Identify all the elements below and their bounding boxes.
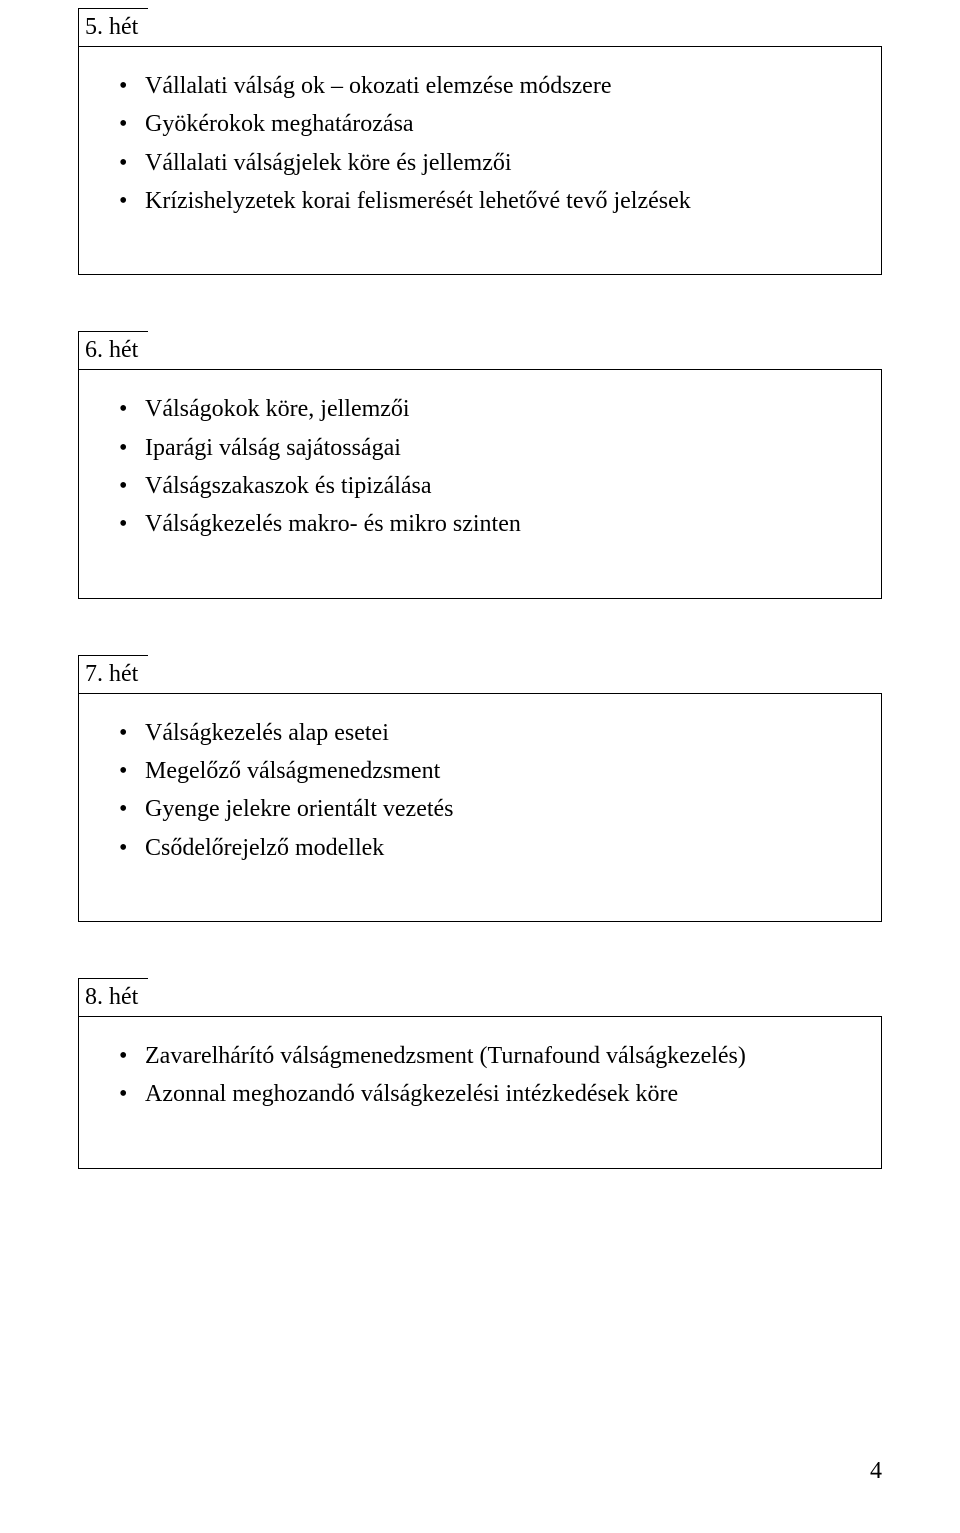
week-label: 7. hét: [78, 655, 148, 694]
week-section-5: 5. hét Vállalati válság ok – okozati ele…: [78, 8, 882, 275]
item-list: Vállalati válság ok – okozati elemzése m…: [97, 67, 863, 221]
week-body: Vállalati válság ok – okozati elemzése m…: [78, 46, 882, 276]
week-body: Zavarelhárító válságmenedzsment (Turnafo…: [78, 1016, 882, 1169]
list-item: Vállalati válságjelek köre és jellemzői: [97, 144, 863, 182]
list-item: Azonnal meghozandó válságkezelési intézk…: [97, 1075, 863, 1113]
page-number: 4: [870, 1458, 882, 1485]
week-body: Válságkezelés alap esetei Megelőző válsá…: [78, 693, 882, 923]
list-item: Válságkezelés makro- és mikro szinten: [97, 505, 863, 543]
list-item: Megelőző válságmenedzsment: [97, 752, 863, 790]
list-item: Gyenge jelekre orientált vezetés: [97, 790, 863, 828]
list-item: Válságszakaszok és tipizálása: [97, 467, 863, 505]
week-section-6: 6. hét Válságokok köre, jellemzői Iparág…: [78, 331, 882, 598]
list-item: Válságkezelés alap esetei: [97, 714, 863, 752]
list-item: Gyökérokok meghatározása: [97, 105, 863, 143]
week-label: 6. hét: [78, 331, 148, 370]
item-list: Válságkezelés alap esetei Megelőző válsá…: [97, 714, 863, 868]
list-item: Vállalati válság ok – okozati elemzése m…: [97, 67, 863, 105]
week-section-8: 8. hét Zavarelhárító válságmenedzsment (…: [78, 978, 882, 1169]
week-label: 5. hét: [78, 8, 148, 47]
list-item: Iparági válság sajátosságai: [97, 429, 863, 467]
list-item: Zavarelhárító válságmenedzsment (Turnafo…: [97, 1037, 863, 1075]
week-section-7: 7. hét Válságkezelés alap esetei Megelőz…: [78, 655, 882, 922]
list-item: Krízishelyzetek korai felismerését lehet…: [97, 182, 863, 220]
list-item: Válságokok köre, jellemzői: [97, 390, 863, 428]
list-item: Csődelőrejelző modellek: [97, 829, 863, 867]
item-list: Zavarelhárító válságmenedzsment (Turnafo…: [97, 1037, 863, 1114]
week-label: 8. hét: [78, 978, 148, 1017]
item-list: Válságokok köre, jellemzői Iparági válsá…: [97, 390, 863, 544]
document-page: 5. hét Vállalati válság ok – okozati ele…: [0, 0, 960, 1533]
week-body: Válságokok köre, jellemzői Iparági válsá…: [78, 369, 882, 599]
